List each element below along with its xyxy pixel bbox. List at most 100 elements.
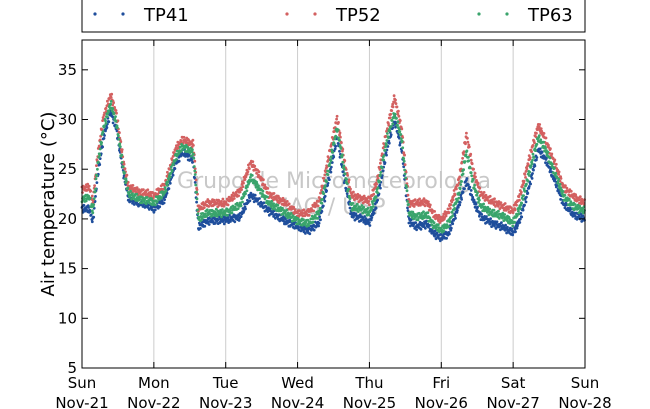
data-point [383, 161, 387, 165]
data-point [158, 205, 162, 209]
data-point [547, 143, 550, 147]
data-point [291, 214, 295, 218]
data-point [328, 164, 331, 168]
data-point [558, 182, 562, 186]
data-point [358, 213, 362, 217]
data-point [459, 193, 463, 197]
data-point [408, 205, 412, 209]
data-point [221, 208, 224, 211]
data-point [90, 194, 94, 198]
data-point [372, 212, 376, 215]
data-point [228, 209, 232, 213]
data-point [511, 233, 515, 237]
data-point [262, 178, 265, 182]
data-point [114, 115, 117, 118]
data-point [226, 213, 230, 217]
data-point [83, 197, 86, 201]
data-point [532, 168, 535, 172]
data-point [451, 222, 455, 226]
data-point [284, 217, 287, 221]
data-point [392, 94, 396, 98]
data-point [478, 186, 482, 190]
data-point [478, 198, 481, 202]
data-point [186, 145, 190, 149]
data-point [248, 167, 251, 171]
data-point [472, 167, 475, 171]
data-point [223, 211, 227, 215]
data-points [80, 92, 586, 243]
data-point [328, 178, 331, 182]
data-point [89, 189, 93, 193]
data-point [109, 96, 113, 99]
data-point [512, 203, 516, 207]
data-point [326, 184, 329, 187]
data-point [199, 227, 202, 230]
y-axis-label: Air temperature (°C) [38, 112, 59, 297]
x-tick-label-day: Tue [212, 374, 239, 392]
data-point [546, 150, 550, 154]
data-point [341, 153, 344, 157]
data-point [289, 212, 293, 215]
data-point [416, 218, 420, 222]
data-point [459, 183, 463, 186]
data-point [461, 172, 465, 176]
data-point [385, 143, 388, 147]
data-point [92, 215, 96, 219]
data-point [457, 196, 461, 200]
data-point [135, 192, 139, 196]
data-point [245, 189, 249, 193]
data-point [192, 156, 196, 160]
data-point [531, 144, 535, 147]
data-point [376, 177, 380, 180]
data-point [395, 117, 398, 120]
data-point [463, 187, 466, 191]
data-point [442, 229, 446, 233]
data-point [397, 109, 400, 113]
data-point [237, 219, 241, 222]
data-point [363, 215, 366, 218]
data-point [538, 123, 542, 126]
data-point [343, 172, 347, 176]
data-point [323, 184, 327, 188]
data-point [177, 159, 181, 163]
data-point [549, 147, 552, 151]
data-point [578, 195, 582, 199]
x-tick-label-day: Thu [354, 374, 383, 392]
data-point [338, 133, 341, 137]
x-tick-label-date: Nov-26 [415, 394, 468, 409]
data-point [266, 195, 269, 199]
data-point [253, 193, 257, 197]
data-point [456, 209, 459, 212]
data-point [166, 170, 169, 174]
data-point [240, 188, 244, 192]
data-point [366, 206, 370, 210]
data-point [332, 155, 336, 159]
data-point [524, 170, 528, 173]
data-point [103, 124, 106, 128]
data-point [316, 204, 320, 208]
data-point [532, 156, 536, 159]
data-point [175, 158, 178, 161]
data-point [524, 176, 527, 179]
data-point [518, 198, 521, 202]
data-point [192, 144, 195, 147]
data-point [320, 210, 324, 213]
data-point [196, 212, 200, 216]
data-point [460, 198, 463, 201]
y-axis: 5 10 15 20 25 30 35 [58, 61, 585, 377]
data-point [381, 169, 385, 173]
data-point [515, 226, 519, 230]
data-point [535, 142, 539, 146]
data-point [95, 181, 99, 185]
data-point [559, 186, 562, 190]
data-point [399, 133, 403, 136]
data-point [564, 184, 567, 188]
data-point [270, 199, 274, 203]
data-point [281, 206, 284, 210]
data-point [114, 119, 118, 123]
data-point [539, 127, 543, 130]
data-point [517, 212, 521, 216]
data-point [110, 92, 114, 96]
data-point [194, 178, 198, 182]
data-point [246, 185, 249, 189]
